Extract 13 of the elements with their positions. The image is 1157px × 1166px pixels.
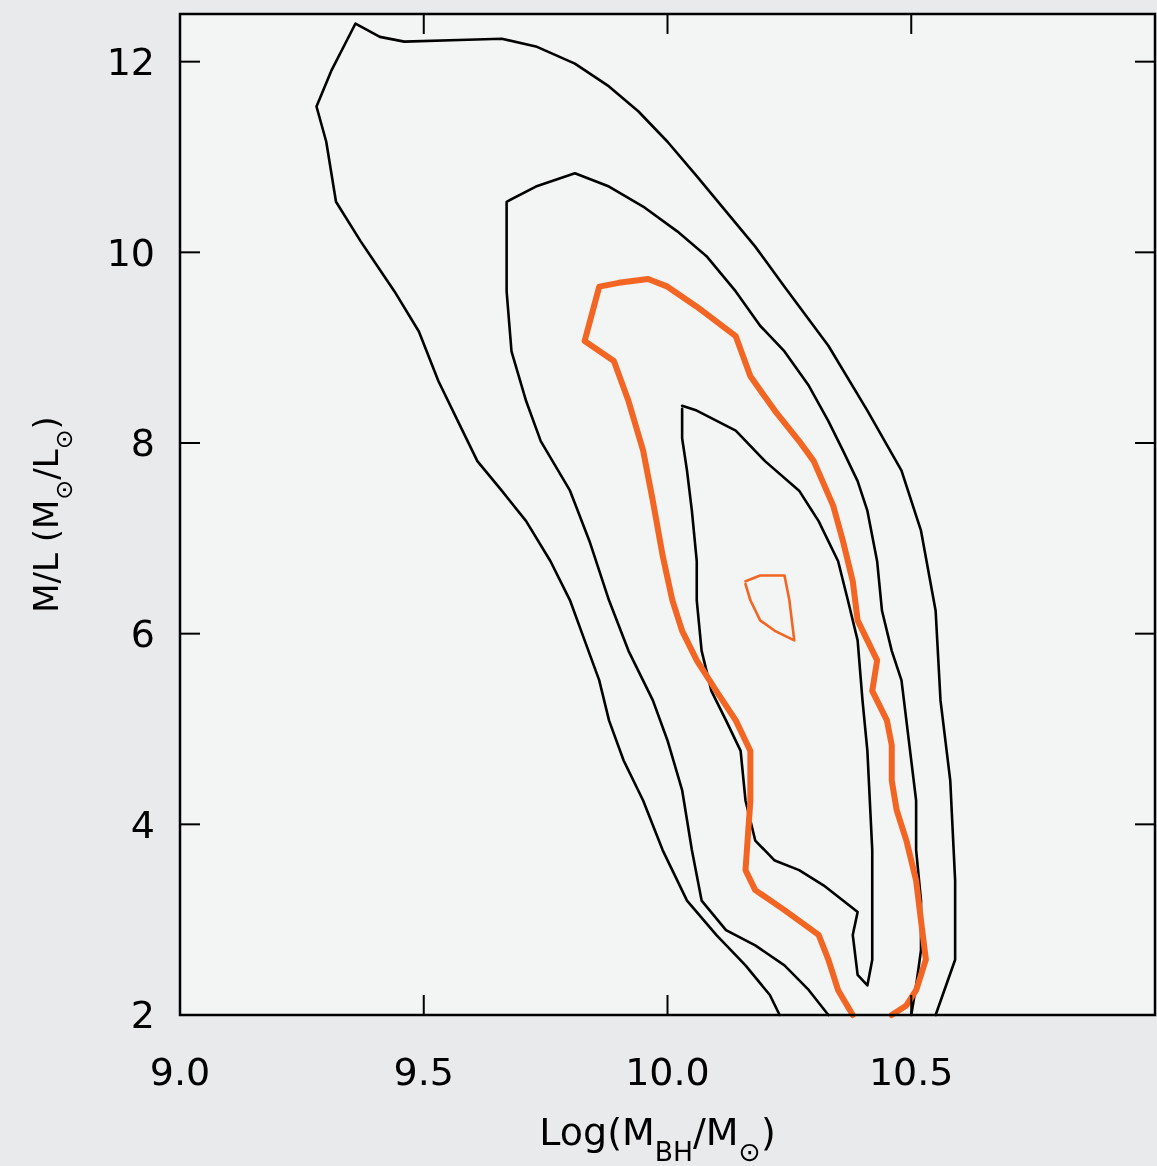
line-series: [744, 574, 796, 642]
y-tick-label: 4: [130, 802, 155, 847]
y-tick-label: 12: [106, 39, 155, 84]
y-tick-label: 10: [106, 230, 155, 275]
x-tick-label: 10.0: [625, 1050, 710, 1094]
x-tick-label: 10.5: [868, 1050, 954, 1094]
line-series: [680, 404, 874, 987]
x-tick-label: 9.5: [393, 1050, 454, 1094]
y-tick-label: 2: [130, 993, 155, 1038]
x-tick-label: 9.0: [149, 1050, 211, 1094]
y-tick-label: 6: [130, 611, 155, 656]
y-tick-label: 8: [130, 421, 155, 466]
x-axis-title: Log(M$_{BH}$/M$_{⊙}$): [539, 1110, 776, 1166]
